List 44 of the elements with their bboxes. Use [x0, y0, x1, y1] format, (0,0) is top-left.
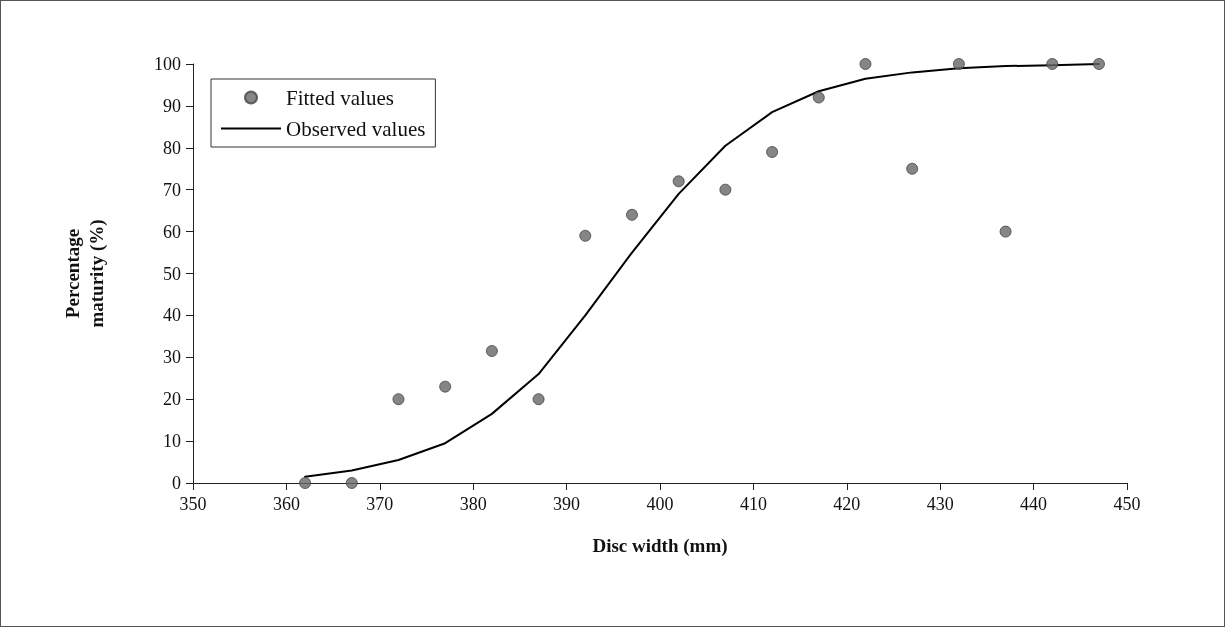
y-axis-title: Percentage maturity (%)	[61, 219, 108, 328]
point	[439, 380, 452, 393]
point	[672, 175, 685, 188]
x-axis-title: Disc width (mm)	[592, 535, 728, 557]
point	[299, 477, 312, 489]
y-tick-label: 80	[163, 137, 181, 158]
x-tick-label: 390	[553, 494, 581, 514]
point	[485, 345, 498, 358]
y-tick-label: 50	[163, 263, 181, 284]
x-tick-label: 420	[833, 494, 861, 514]
point	[812, 91, 825, 104]
y-tick-label: 40	[163, 305, 181, 326]
point	[345, 477, 358, 489]
y-tick-label: 70	[163, 179, 181, 200]
y-tick-label: 10	[163, 431, 181, 452]
point	[532, 393, 545, 406]
x-tick-label: 410	[739, 494, 767, 514]
point	[999, 225, 1012, 238]
y-tick-label: 90	[163, 95, 181, 116]
x-tick-label: 370	[366, 494, 394, 514]
x-tick-label: 360	[272, 494, 300, 514]
y-tick-label: 60	[163, 221, 181, 242]
point	[1046, 58, 1059, 70]
point	[625, 208, 638, 221]
y-tick-label: 20	[163, 389, 181, 410]
point	[952, 58, 965, 70]
y-tick-label: 30	[163, 347, 181, 368]
x-tick-label: 380	[459, 494, 487, 514]
point	[579, 229, 592, 242]
point	[392, 393, 405, 406]
x-tick-label: 350	[179, 494, 207, 514]
y-tick-label: 100	[154, 54, 181, 74]
point	[719, 183, 732, 196]
x-tick-label: 430	[926, 494, 954, 514]
x-tick-label: 440	[1020, 494, 1048, 514]
point	[906, 162, 919, 175]
legend-label: Fitted values	[286, 85, 394, 110]
y-tick-label: 0	[172, 473, 181, 493]
x-tick-label: 450	[1113, 494, 1141, 514]
point	[1092, 58, 1105, 70]
x-tick-label: 400	[646, 494, 674, 514]
legend-label: Observed values	[286, 116, 426, 141]
point	[766, 145, 779, 158]
point	[859, 58, 872, 70]
